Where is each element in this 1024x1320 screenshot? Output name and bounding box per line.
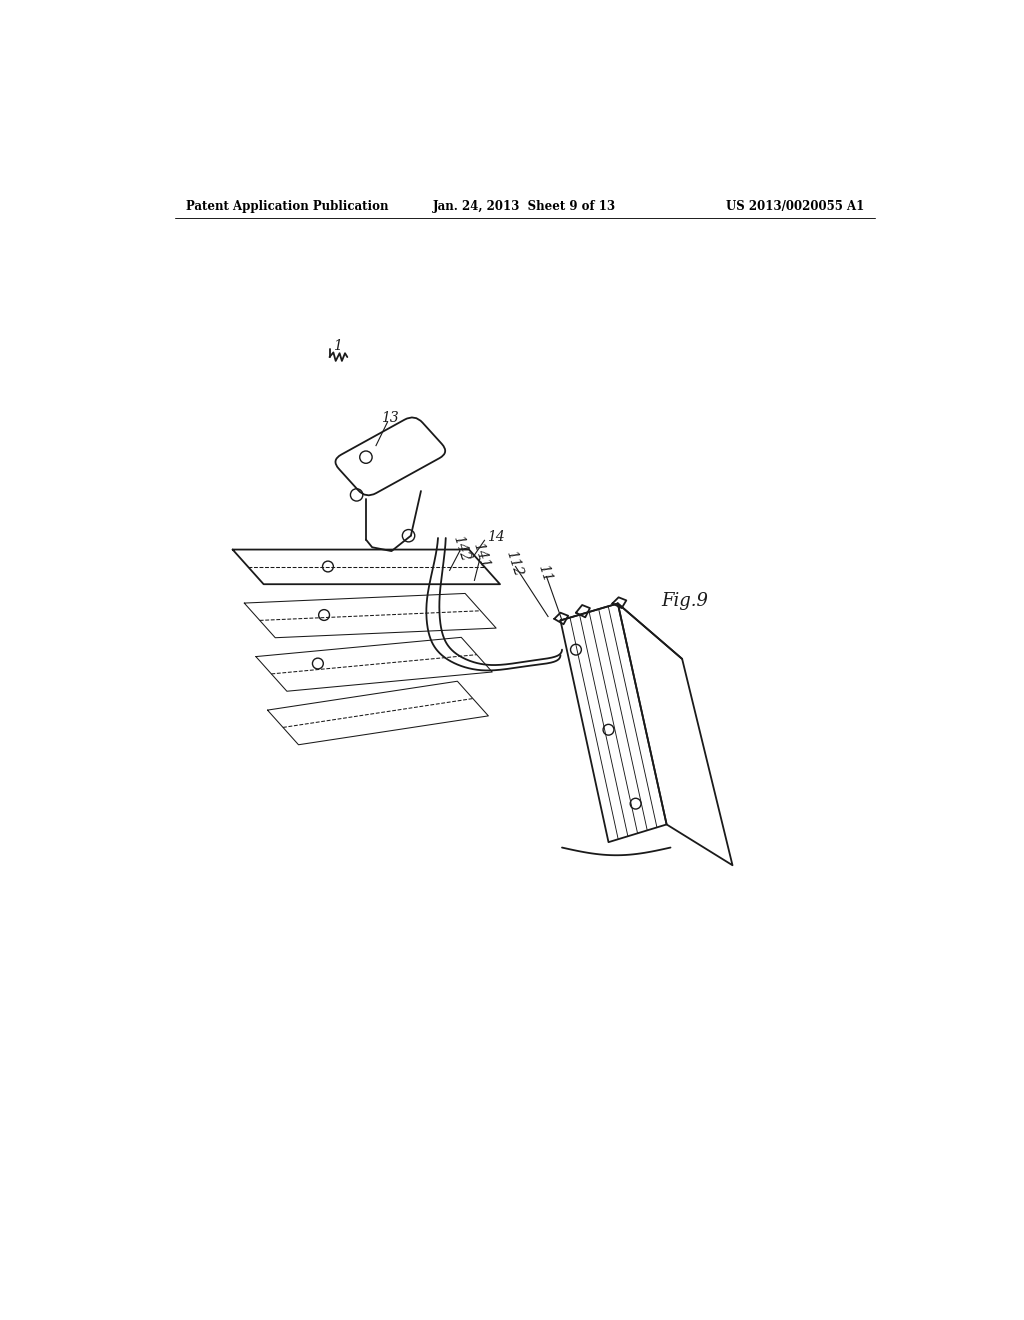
Text: Jan. 24, 2013  Sheet 9 of 13: Jan. 24, 2013 Sheet 9 of 13 [433,199,616,213]
Text: 112: 112 [503,549,524,578]
Text: US 2013/0020055 A1: US 2013/0020055 A1 [726,199,864,213]
Text: 14: 14 [486,531,505,544]
Text: 11: 11 [536,562,554,583]
Text: 13: 13 [381,411,398,425]
Text: Fig.9: Fig.9 [660,593,708,610]
Text: 1: 1 [333,338,341,352]
Text: 142: 142 [451,533,472,562]
Text: 141: 141 [471,541,493,570]
Text: Patent Application Publication: Patent Application Publication [186,199,389,213]
